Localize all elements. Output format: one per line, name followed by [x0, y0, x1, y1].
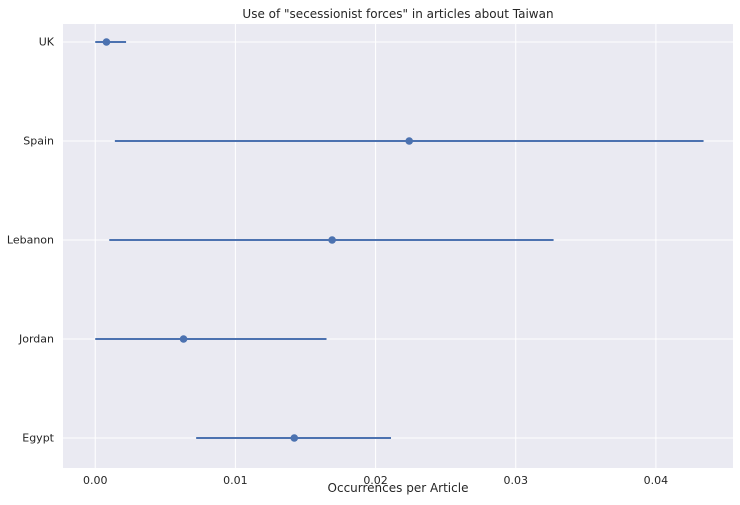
x-tick-label: 0.04	[644, 474, 669, 487]
x-tick-label: 0.00	[83, 474, 108, 487]
x-tick-label: 0.03	[503, 474, 528, 487]
y-tick-label-jordan: Jordan	[18, 333, 54, 346]
y-tick-labels: UK Spain Lebanon Jordan Egypt	[7, 36, 55, 445]
x-tick-label: 0.01	[223, 474, 248, 487]
point-uk	[102, 38, 111, 46]
x-tick-label: 0.02	[363, 474, 388, 487]
y-tick-label-lebanon: Lebanon	[7, 234, 54, 247]
point-jordan	[179, 335, 188, 343]
point-spain	[405, 137, 414, 145]
point-lebanon	[328, 236, 336, 244]
plot-area	[63, 24, 733, 468]
y-tick-label-uk: UK	[39, 36, 55, 49]
x-axis-label: Occurrences per Article	[328, 481, 469, 495]
data-marks	[95, 38, 704, 442]
chart-title: Use of "secessionist forces" in articles…	[242, 7, 553, 21]
y-tick-label-egypt: Egypt	[22, 432, 54, 445]
point-egypt	[290, 434, 299, 442]
x-tick-labels: 0.00 0.01 0.02 0.03 0.04	[83, 474, 668, 487]
y-tick-label-spain: Spain	[23, 135, 54, 148]
